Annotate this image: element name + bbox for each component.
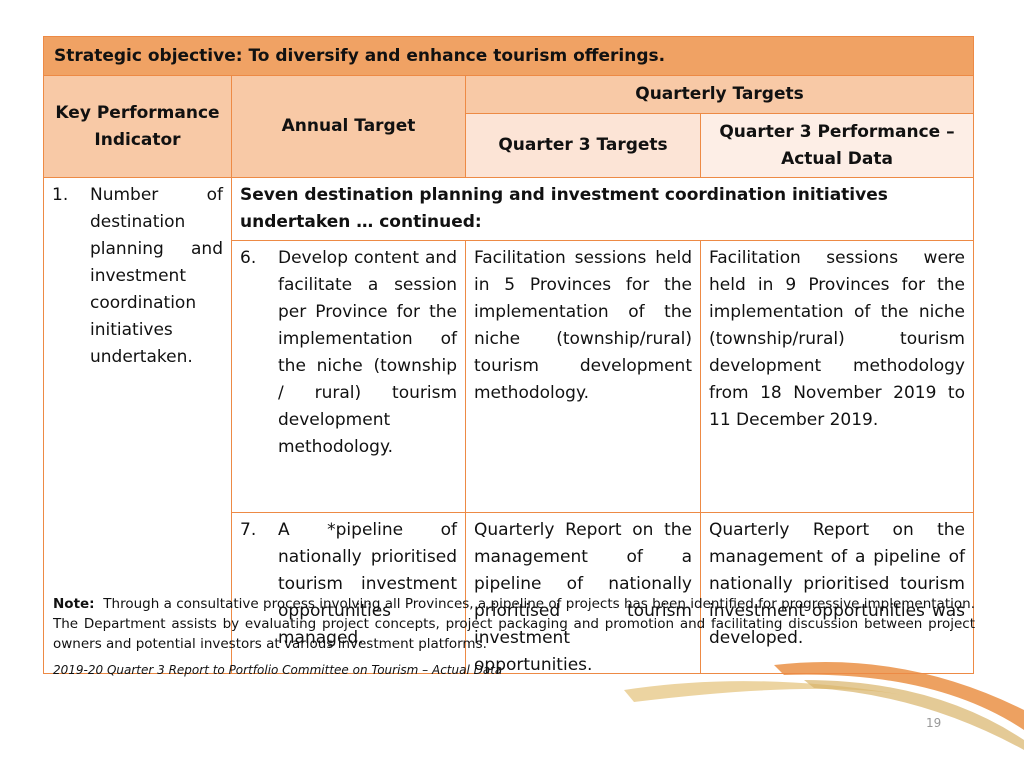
annual-cell: 6. Develop content and facilitate a sessi…: [231, 240, 466, 513]
annual-target: Develop content and facilitate a session…: [278, 248, 457, 457]
q3-target: Quarterly Report on the management of a …: [465, 512, 701, 675]
item-number: 1.: [52, 185, 69, 205]
item-number: 6.: [240, 248, 257, 268]
col-header: Key Performance Indicator: [43, 75, 232, 178]
item: 7. A *pipeline of nationally prioritised …: [240, 517, 457, 652]
page-number: 19: [926, 716, 942, 730]
col-header: Quarter 3 Targets: [465, 113, 701, 178]
indicator-text: Number of destination planning and inves…: [90, 185, 223, 367]
item-number: 7.: [240, 520, 257, 540]
item: 6. Develop content and facilitate a sessi…: [240, 245, 457, 461]
col-header: Quarter 3 Performance – Actual Data: [700, 113, 974, 178]
source: 2019-20 Quarter 3 Report to Portfolio Co…: [53, 663, 503, 677]
objective-title: Strategic objective: To diversify and en…: [43, 36, 974, 76]
q3-actual: Quarterly Report on the management of a …: [700, 512, 974, 674]
q3-target: Facilitation sessions held in 5 Province…: [465, 240, 701, 513]
decorative-swoosh: [624, 662, 1024, 750]
col-header: Quarterly Targets: [465, 75, 974, 114]
q3-actual: Facilitation sessions were held in 9 Pro…: [700, 240, 974, 513]
note: Note: Through a consultative process inv…: [53, 594, 975, 654]
annual-cell: 7. A *pipeline of nationally prioritised …: [231, 512, 466, 674]
note-text: Through a consultative process involving…: [53, 596, 975, 652]
indicator-cell: 1. Number of destination planning and inv…: [43, 177, 232, 674]
note-label: Note:: [53, 596, 95, 612]
col-header: Annual Target: [231, 75, 466, 178]
group-heading: Seven destination planning and investmen…: [231, 177, 974, 241]
annual-target: A *pipeline of nationally prioritised to…: [278, 520, 457, 648]
